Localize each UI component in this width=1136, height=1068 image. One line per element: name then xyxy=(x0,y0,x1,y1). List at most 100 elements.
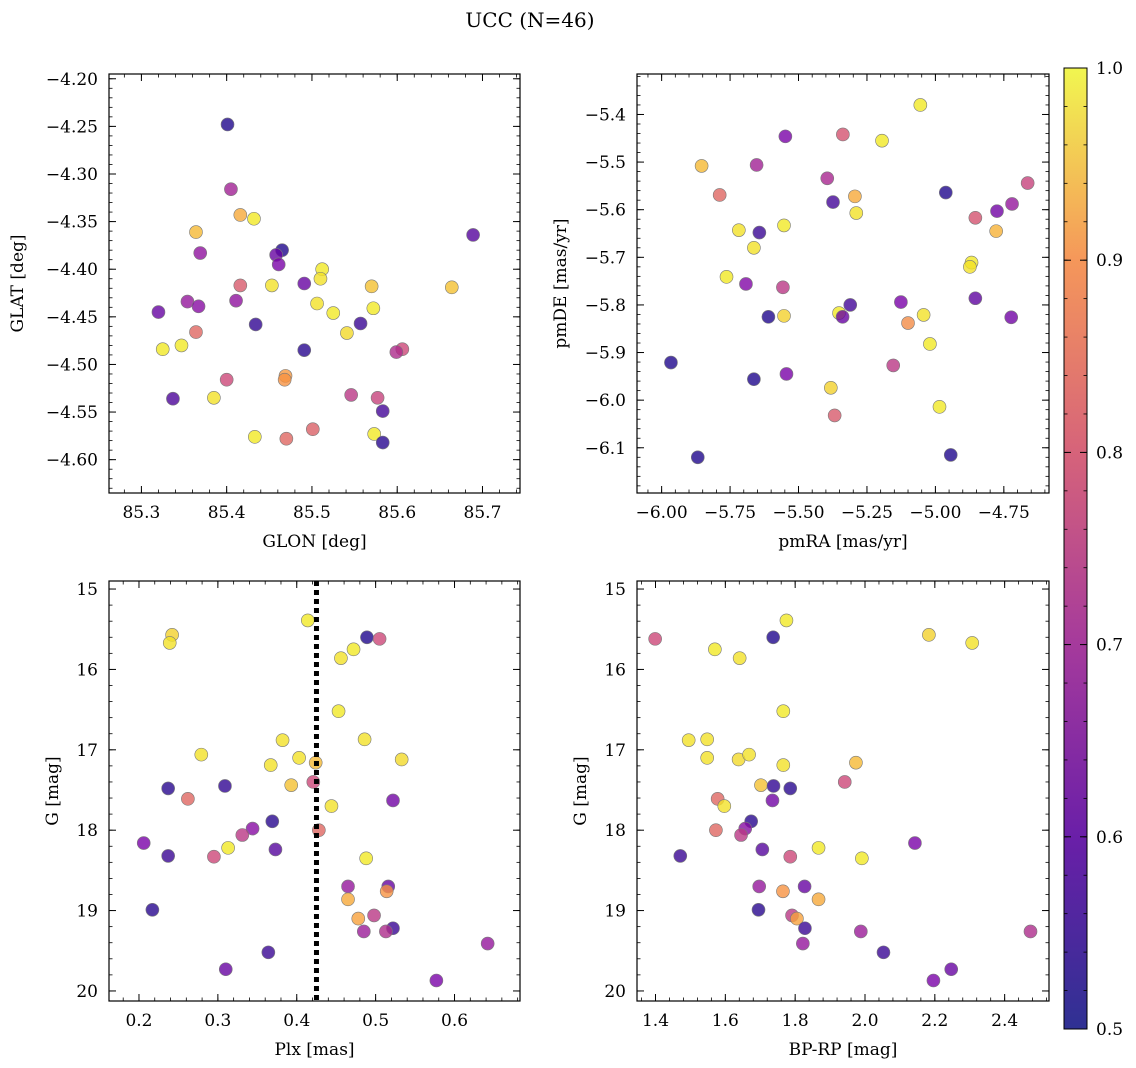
data-point xyxy=(444,280,459,295)
data-point xyxy=(926,973,941,988)
data-point xyxy=(776,704,791,719)
data-point xyxy=(913,98,928,112)
x-tick-label: 0.4 xyxy=(283,1011,310,1031)
data-point xyxy=(166,391,180,406)
data-point xyxy=(989,224,1003,238)
data-point xyxy=(247,211,261,226)
data-point xyxy=(849,755,863,770)
data-point xyxy=(155,342,170,357)
y-tick-label: 18 xyxy=(76,821,98,841)
data-point xyxy=(162,636,177,650)
data-point xyxy=(700,751,714,765)
data-point xyxy=(855,851,869,866)
x-tick-label: 2.0 xyxy=(851,1011,878,1031)
data-point xyxy=(876,945,891,960)
x-tick-label: 2.2 xyxy=(921,1011,948,1031)
y-tick-label: −4.35 xyxy=(46,213,98,233)
data-point xyxy=(151,305,166,319)
x-axis-label: GLON [deg] xyxy=(262,532,366,552)
data-point xyxy=(754,778,768,792)
x-tick-label: 1.8 xyxy=(782,1011,809,1031)
data-point xyxy=(360,630,374,645)
data-point xyxy=(193,246,208,260)
data-point xyxy=(837,775,852,789)
data-point xyxy=(854,924,868,939)
x-tick-label: 0.5 xyxy=(362,1011,389,1031)
data-point xyxy=(690,450,705,465)
data-point xyxy=(136,836,151,850)
colorbar: 0.5 0.6 0.7 0.8 0.9 1.0 xyxy=(1063,59,1123,1040)
data-point xyxy=(938,185,953,200)
x-tick-label: 85.3 xyxy=(122,503,160,523)
figure-title: UCC (N=46) xyxy=(465,8,594,32)
y-tick-label: −6.1 xyxy=(585,439,626,459)
y-tick-label: 20 xyxy=(76,982,98,1002)
data-point xyxy=(747,240,761,255)
data-point xyxy=(752,225,767,240)
data-point xyxy=(811,892,826,907)
data-point xyxy=(908,836,922,850)
y-tick-label: −4.50 xyxy=(46,355,98,375)
data-point xyxy=(191,299,206,314)
data-point xyxy=(305,422,320,436)
data-point xyxy=(265,278,279,293)
data-point xyxy=(777,218,791,233)
axes-frame xyxy=(636,580,1050,1002)
data-point xyxy=(366,301,381,316)
data-point xyxy=(379,884,394,899)
data-point xyxy=(277,372,292,387)
data-point xyxy=(271,257,286,272)
data-point xyxy=(207,390,221,405)
data-point xyxy=(783,849,798,864)
data-point xyxy=(648,632,662,646)
colorbar-tick-label: 0.9 xyxy=(1096,251,1123,271)
data-point xyxy=(248,317,263,332)
data-point xyxy=(306,775,321,789)
data-point xyxy=(313,271,328,286)
data-point xyxy=(372,632,387,646)
data-point xyxy=(229,293,243,308)
data-point xyxy=(326,306,341,320)
data-point xyxy=(708,642,722,657)
data-point xyxy=(181,792,195,806)
x-tick-label: 2.4 xyxy=(991,1011,1018,1031)
data-point xyxy=(673,849,688,863)
data-point xyxy=(734,828,748,842)
data-point xyxy=(346,642,361,657)
y-tick-label: −5.4 xyxy=(585,105,626,125)
data-point xyxy=(836,127,850,142)
data-point xyxy=(324,799,339,813)
data-point xyxy=(207,849,221,864)
data-point xyxy=(370,390,385,405)
y-tick-label: 17 xyxy=(76,741,98,761)
data-point xyxy=(189,225,203,239)
data-point xyxy=(776,758,791,772)
y-tick-label: −5.9 xyxy=(585,344,626,364)
y-tick-label: −4.40 xyxy=(46,260,98,280)
data-point xyxy=(219,372,234,387)
x-tick-label: 85.5 xyxy=(293,503,331,523)
scatter-panel-glon-glat: 85.3 85.4 85.5 85.6 85.7 −4.20 −4.25 −4.30 −4.35… xyxy=(8,70,521,552)
data-point xyxy=(341,879,355,894)
data-point xyxy=(709,823,723,837)
x-tick-label: −5.00 xyxy=(909,503,961,523)
y-tick-label: 16 xyxy=(76,660,98,680)
y-tick-label: −5.7 xyxy=(585,248,626,268)
data-point xyxy=(712,188,727,202)
x-tick-label: 85.6 xyxy=(378,503,416,523)
x-axis-label: Plx [mas] xyxy=(274,1040,354,1060)
y-axis-label: GLAT [deg] xyxy=(8,234,28,332)
data-point xyxy=(389,345,404,359)
axes-frame xyxy=(108,73,521,494)
axes-frame xyxy=(108,580,521,1002)
data-point xyxy=(353,316,368,331)
data-point xyxy=(218,779,232,793)
data-point xyxy=(189,325,203,339)
data-point xyxy=(364,279,379,294)
y-tick-label: 15 xyxy=(76,580,98,600)
data-point xyxy=(755,842,770,857)
data-point xyxy=(796,936,810,951)
data-point xyxy=(990,204,1004,218)
x-axis-label: pmRA [mas/yr] xyxy=(778,532,907,552)
